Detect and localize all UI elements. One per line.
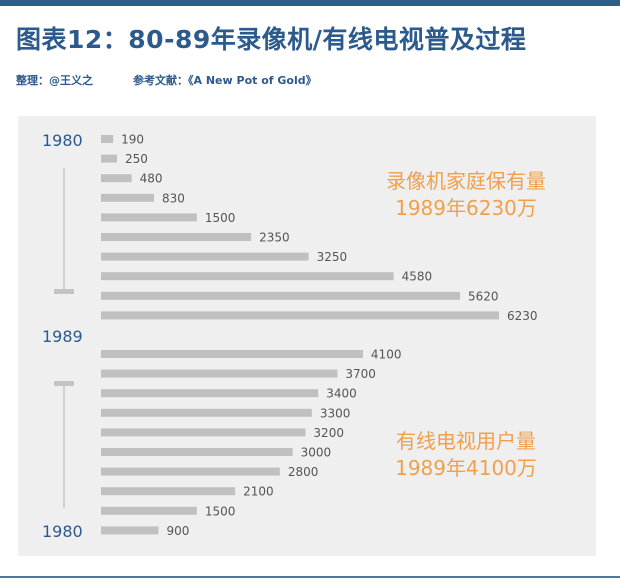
bar bbox=[101, 174, 132, 183]
bar bbox=[101, 193, 155, 202]
bar bbox=[101, 135, 114, 143]
bar bbox=[101, 311, 499, 320]
data-label: 1500 bbox=[205, 504, 236, 518]
bar bbox=[101, 487, 236, 496]
chart-panel bbox=[18, 116, 596, 556]
top-accent-bar bbox=[0, 0, 620, 6]
bar bbox=[101, 154, 117, 163]
bar bbox=[101, 506, 197, 515]
bar bbox=[101, 272, 394, 281]
bar bbox=[101, 389, 319, 398]
data-label: 250 bbox=[125, 152, 148, 166]
bar bbox=[101, 526, 159, 535]
data-label: 1500 bbox=[205, 211, 236, 225]
bottom-frame-line bbox=[0, 576, 620, 578]
bar bbox=[101, 350, 363, 358]
editor-credit: 整理：@王义之 bbox=[16, 74, 93, 87]
data-label: 5620 bbox=[468, 289, 499, 303]
data-label: 3200 bbox=[313, 426, 344, 440]
timeline-marker bbox=[54, 289, 74, 294]
series-annotation: 1989年6230万 bbox=[395, 196, 537, 220]
data-label: 3300 bbox=[320, 406, 351, 420]
data-label: 3400 bbox=[326, 387, 357, 401]
source-reference: 参考文献：《A New Pot of Gold》 bbox=[133, 74, 317, 87]
bar bbox=[101, 408, 312, 417]
bar bbox=[101, 252, 309, 261]
data-label: 3700 bbox=[345, 367, 376, 381]
series-annotation: 录像机家庭保有量 bbox=[386, 169, 546, 193]
data-label: 4100 bbox=[371, 348, 402, 362]
data-label: 2800 bbox=[288, 465, 319, 479]
data-label: 2100 bbox=[243, 485, 274, 499]
bar bbox=[101, 213, 197, 222]
bar bbox=[101, 291, 461, 300]
data-label: 6230 bbox=[507, 309, 538, 323]
series-annotation: 有线电视用户量 bbox=[396, 429, 536, 453]
data-label: 3250 bbox=[317, 250, 348, 264]
series-annotation: 1989年4100万 bbox=[395, 456, 537, 480]
bar bbox=[101, 448, 293, 456]
data-label: 900 bbox=[166, 524, 189, 538]
data-label: 2350 bbox=[259, 231, 290, 245]
bar bbox=[101, 369, 338, 378]
data-label: 3000 bbox=[301, 446, 332, 460]
bar bbox=[101, 467, 280, 476]
data-label: 830 bbox=[162, 191, 185, 205]
year-label: 1989 bbox=[42, 327, 83, 346]
data-label: 190 bbox=[121, 133, 144, 147]
data-label: 4580 bbox=[402, 270, 433, 284]
bar bbox=[101, 233, 252, 241]
chart-title: 图表12：80-89年录像机/有线电视普及过程 bbox=[16, 25, 527, 54]
year-label: 1980 bbox=[42, 131, 83, 150]
bar bbox=[101, 428, 306, 437]
data-label: 480 bbox=[140, 172, 163, 186]
year-label: 1980 bbox=[42, 522, 83, 541]
timeline-marker bbox=[54, 381, 74, 386]
